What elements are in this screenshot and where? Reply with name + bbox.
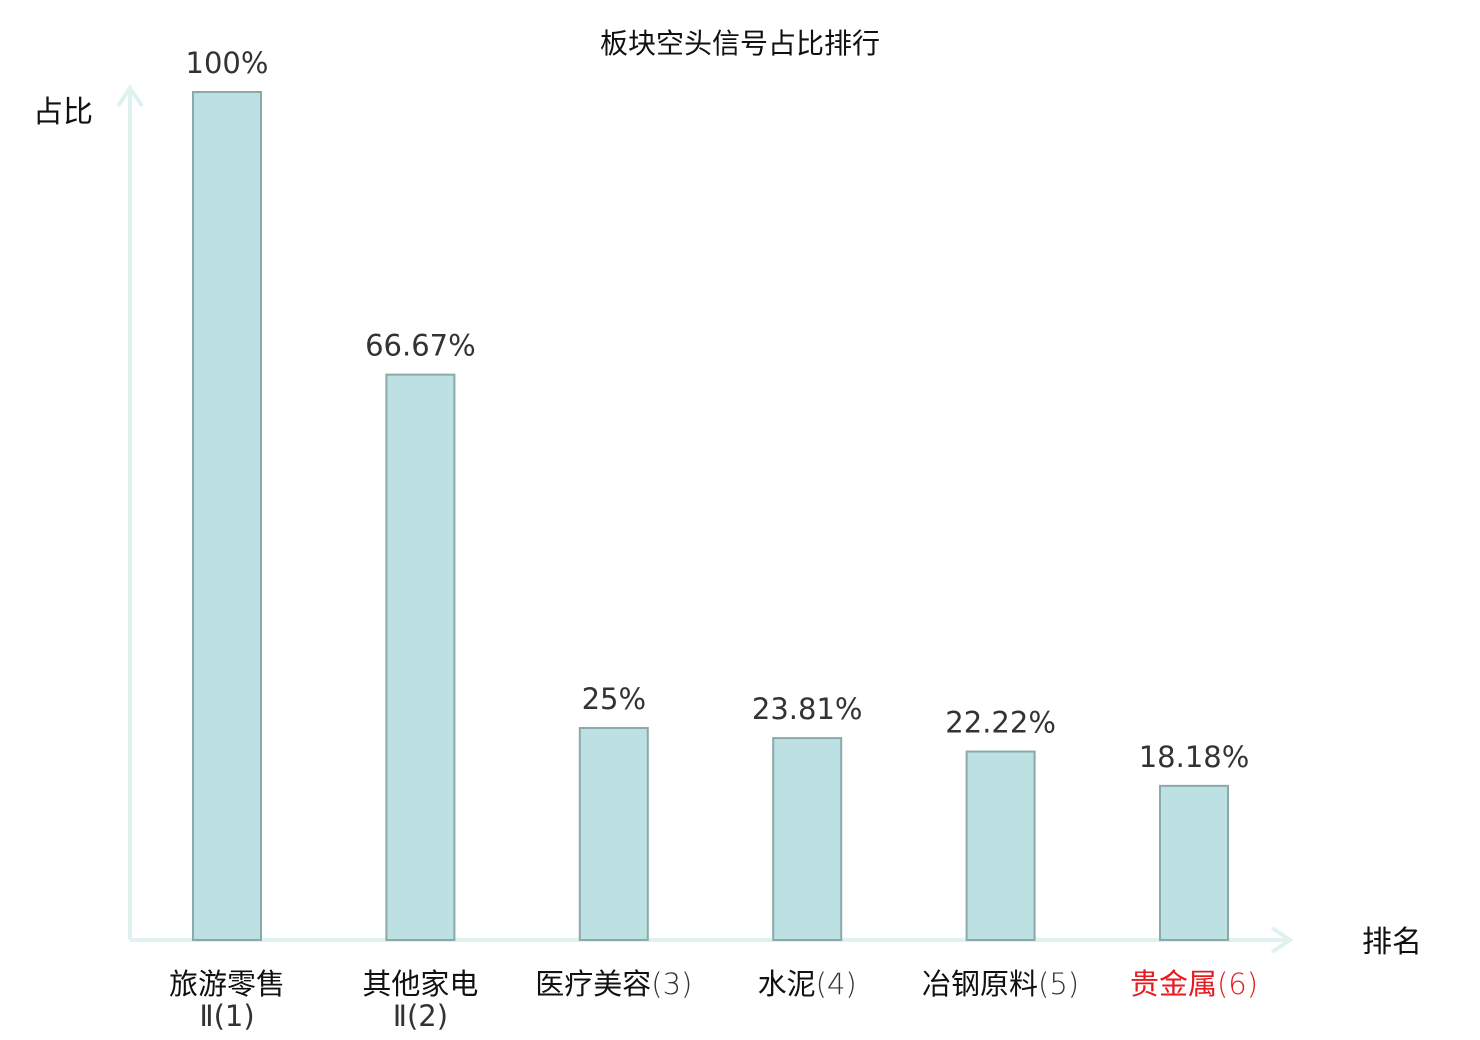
y-axis-label: 占比 — [33, 95, 93, 130]
bar — [772, 737, 843, 941]
chart-title: 板块空头信号占比排行 — [600, 27, 880, 60]
category-name: 医疗美容 — [535, 967, 651, 1001]
category-rank: Ⅱ(2) — [393, 999, 448, 1033]
bar — [192, 91, 262, 941]
x-axis-label: 排名 — [1362, 925, 1422, 960]
value-label: 22.22% — [945, 706, 1056, 740]
category-name: 水泥 — [758, 967, 816, 1001]
value-labels: 100% 66.67% 25% 23.81% 22.22% 18.18% — [186, 46, 1250, 774]
category-label: 水泥(4) — [758, 967, 857, 1001]
y-axis-arrow — [116, 84, 144, 108]
bar — [578, 727, 649, 941]
value-label: 25% — [582, 682, 646, 716]
value-label: 100% — [186, 46, 269, 80]
category-name: 贵金属 — [1130, 967, 1217, 1001]
category-name: 旅游零售 — [169, 967, 285, 1001]
value-label: 18.18% — [1139, 740, 1250, 774]
category-label: 医疗美容(3) — [535, 967, 692, 1001]
axes — [116, 84, 1294, 954]
value-label: 66.67% — [365, 329, 476, 363]
bar — [965, 750, 1036, 941]
category-label: 冶钢原料(5) — [922, 967, 1079, 1001]
x-axis-arrow — [1270, 926, 1294, 954]
category-name: 其他家电 — [362, 967, 478, 1001]
category-rank: Ⅱ(1) — [199, 999, 254, 1033]
category-rank: (6) — [1217, 967, 1258, 1001]
bar — [1159, 784, 1229, 942]
category-label: 贵金属(6) — [1130, 967, 1258, 1001]
category-rank: (3) — [651, 967, 692, 1001]
category-rank: (4) — [816, 967, 857, 1001]
bar — [385, 373, 456, 941]
bars — [192, 91, 1229, 942]
category-name: 冶钢原料 — [922, 967, 1038, 1001]
value-label: 23.81% — [752, 692, 863, 726]
category-rank: (5) — [1038, 967, 1079, 1001]
